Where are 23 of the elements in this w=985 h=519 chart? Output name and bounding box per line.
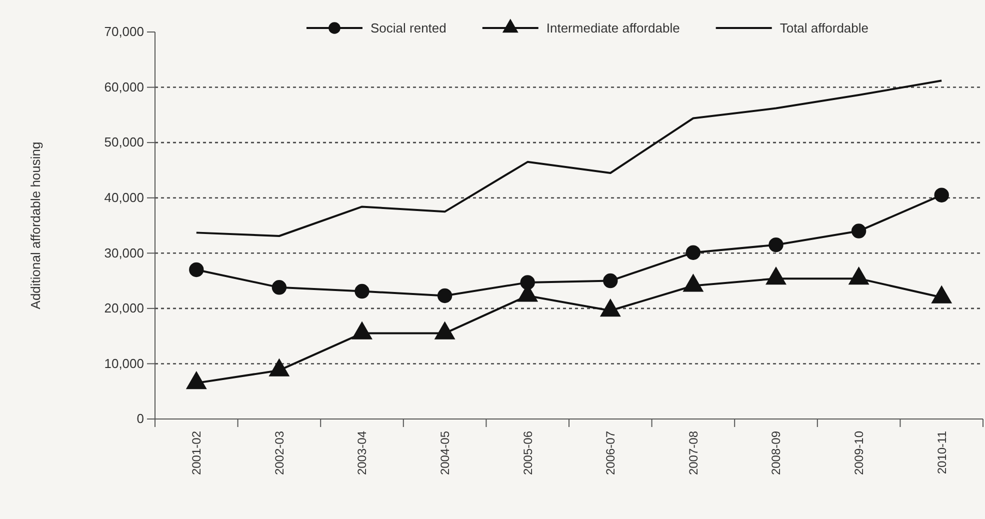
legend-label: Social rented <box>370 20 446 36</box>
y-tick-label: 20,000 <box>104 300 144 316</box>
y-tick-label: 30,000 <box>104 245 144 260</box>
x-tick-label: 2002-03 <box>272 430 286 476</box>
x-tick-label: 2006-07 <box>604 430 618 476</box>
x-tick-label: 2004-05 <box>438 430 452 476</box>
y-tick-label: 70,000 <box>104 24 144 40</box>
x-tick-label: 2005-06 <box>520 430 535 476</box>
x-tick-label: 2009-10 <box>852 430 866 476</box>
x-tick-label: 2007-08 <box>686 430 700 476</box>
line-series <box>195 80 943 238</box>
x-tick-label: 2010-11 <box>934 430 949 474</box>
y-axis-title: Additional affordable housing <box>28 142 43 310</box>
x-tick-label: 2008-09 <box>769 430 784 476</box>
y-tick-label: 60,000 <box>104 79 144 94</box>
legend-label: Intermediate affordable <box>546 20 680 36</box>
legend-label: Total affordable <box>780 20 869 36</box>
x-tick-label: 2003-04 <box>355 430 370 476</box>
x-tick-label: 2001-02 <box>190 430 204 476</box>
y-tick-label: 0 <box>136 411 144 426</box>
y-tick-label: 10,000 <box>104 356 144 371</box>
y-tick-label: 40,000 <box>104 190 144 206</box>
y-tick-label: 50,000 <box>104 134 144 150</box>
